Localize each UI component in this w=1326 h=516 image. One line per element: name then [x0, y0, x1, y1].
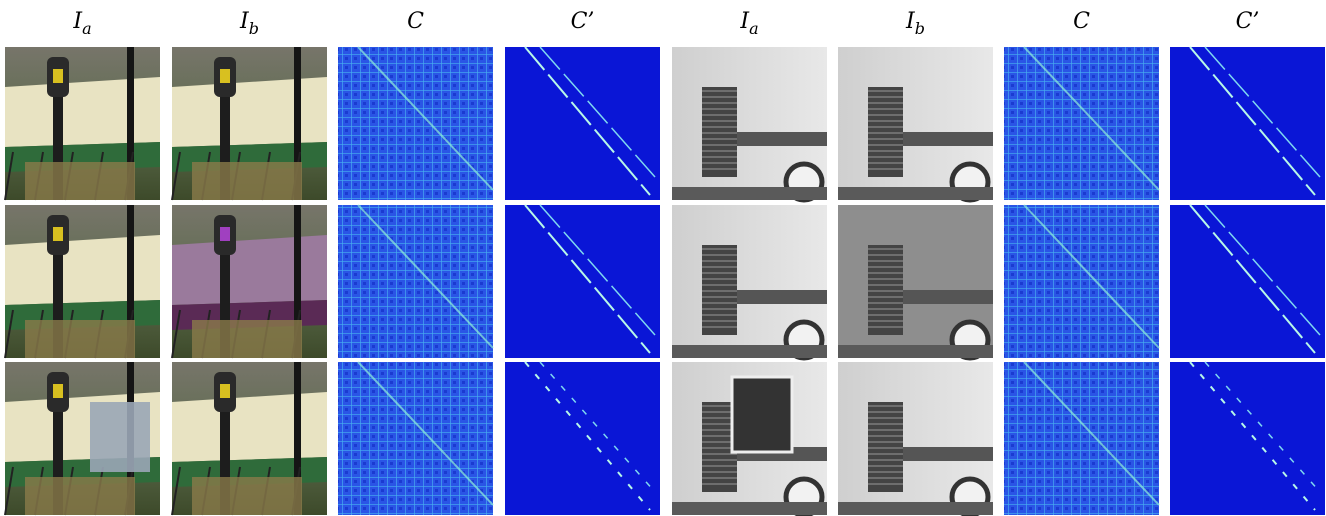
car-hood — [172, 235, 327, 305]
grass — [25, 162, 135, 200]
ground — [672, 187, 827, 200]
image-cell — [1170, 47, 1325, 200]
header-symbol: C — [407, 9, 424, 34]
corr-map — [1004, 362, 1159, 515]
image-cell — [172, 205, 327, 358]
wall-band — [737, 290, 827, 304]
image-cell — [505, 362, 660, 515]
meter-light — [220, 69, 230, 83]
grass — [192, 320, 302, 358]
header-subscript: b — [915, 19, 925, 38]
wall-band — [737, 132, 827, 146]
car-hood — [5, 77, 160, 147]
grass — [25, 320, 135, 358]
image-cell — [172, 47, 327, 200]
ground — [672, 502, 827, 515]
image-cell — [1004, 205, 1159, 358]
image-cell — [1004, 47, 1159, 200]
car-hood — [5, 235, 160, 305]
grass — [25, 477, 135, 515]
column-header: C — [407, 9, 424, 34]
corr-map — [338, 362, 493, 515]
meter-light — [220, 227, 230, 241]
column-header: C — [1073, 9, 1090, 34]
ground — [838, 502, 993, 515]
sign-patch — [732, 377, 792, 452]
image-cell — [672, 47, 827, 200]
corr-map — [505, 47, 660, 200]
meter-light — [53, 227, 63, 241]
header-subscript: b — [249, 19, 259, 38]
corr-map — [505, 205, 660, 358]
image-cell — [1170, 362, 1325, 515]
header-symbol: C’ — [571, 9, 595, 34]
ground — [838, 345, 993, 358]
corr-map — [1170, 205, 1325, 358]
column-header: C’ — [1236, 9, 1260, 34]
image-cell — [505, 205, 660, 358]
ground — [838, 187, 993, 200]
image-cell — [838, 362, 993, 515]
image-cell — [338, 205, 493, 358]
image-cell — [5, 205, 160, 358]
image-cell — [338, 362, 493, 515]
corr-map — [1004, 47, 1159, 200]
figure: Ia Ib C C’ Ia Ib C C’ — [0, 0, 1326, 516]
corr-map — [1170, 47, 1325, 200]
image-cell — [1170, 205, 1325, 358]
wall-band — [903, 290, 993, 304]
image-cell — [5, 362, 160, 515]
corr-map — [1004, 205, 1159, 358]
header-subscript: a — [749, 19, 759, 38]
grass — [192, 162, 302, 200]
occlusion-patch — [90, 402, 150, 472]
column-header: Ia — [739, 9, 758, 38]
column-header: Ia — [72, 9, 91, 38]
car-hood — [172, 392, 327, 462]
image-cell — [505, 47, 660, 200]
corr-map — [1170, 362, 1325, 515]
corr-map — [505, 362, 660, 515]
column-header: Ib — [905, 9, 925, 38]
ground — [672, 345, 827, 358]
image-cell — [672, 205, 827, 358]
header-symbol: C’ — [1236, 9, 1260, 34]
column-header: Ib — [239, 9, 259, 38]
meter-light — [220, 384, 230, 398]
image-cell — [338, 47, 493, 200]
header-symbol: C — [1073, 9, 1090, 34]
meter-light — [53, 69, 63, 83]
wall-band — [903, 447, 993, 461]
image-cell — [838, 205, 993, 358]
corr-map — [338, 47, 493, 200]
image-cell — [172, 362, 327, 515]
corr-map — [338, 205, 493, 358]
meter-light — [53, 384, 63, 398]
column-header: C’ — [571, 9, 595, 34]
image-cell — [672, 362, 827, 515]
grass — [192, 477, 302, 515]
image-cell — [5, 47, 160, 200]
image-cell — [1004, 362, 1159, 515]
header-subscript: a — [82, 19, 92, 38]
image-cell — [838, 47, 993, 200]
car-hood — [172, 77, 327, 147]
wall-band — [903, 132, 993, 146]
